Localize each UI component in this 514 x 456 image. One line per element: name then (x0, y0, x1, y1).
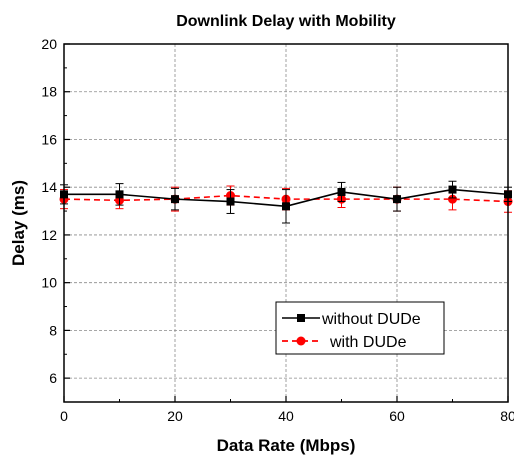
x-tick-label: 60 (389, 408, 405, 424)
x-tick-label: 40 (278, 408, 294, 424)
legend-marker-with-dude (296, 336, 306, 346)
data-point-without-dude (282, 202, 290, 211)
data-point-with-dude (448, 194, 457, 204)
data-point-without-dude (171, 195, 179, 204)
chart-title: Downlink Delay with Mobility (176, 13, 396, 30)
y-tick-label: 20 (41, 36, 57, 52)
data-point-without-dude (115, 190, 124, 199)
legend-box (275, 301, 445, 355)
legend: without DUDe with DUDe (275, 301, 445, 355)
y-tick-label: 8 (49, 322, 57, 338)
y-tick-label: 10 (41, 275, 57, 291)
y-tick-label: 12 (41, 227, 57, 243)
series-layer (59, 180, 513, 224)
data-point-without-dude (393, 195, 401, 204)
x-tick-label: 0 (60, 408, 68, 424)
legend-label-with-dude: with DUDe (329, 334, 407, 351)
y-tick-label: 16 (41, 131, 57, 147)
y-tick-label: 14 (41, 179, 57, 195)
x-axis-label: Data Rate (Mbps) (217, 436, 356, 455)
data-point-without-dude (226, 197, 235, 206)
legend-label-without-dude: without DUDe (321, 311, 421, 328)
legend-marker-without-dude (297, 314, 305, 322)
y-axis-label: Delay (ms) (9, 180, 28, 266)
x-tick-label: 80 (500, 408, 514, 424)
y-tick-label: 6 (49, 370, 57, 386)
y-tick-label: 18 (41, 84, 57, 100)
x-tick-label: 20 (167, 408, 183, 424)
data-point-without-dude (448, 185, 457, 194)
ticks: 6 8 10 12 14 16 18 20 0 20 40 60 80 (41, 36, 514, 424)
data-point-without-dude (337, 187, 346, 196)
